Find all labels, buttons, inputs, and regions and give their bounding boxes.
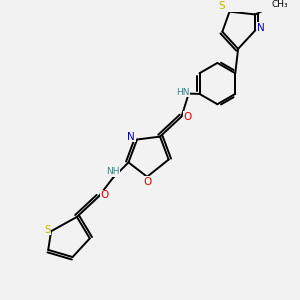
Text: O: O <box>144 177 152 187</box>
Text: O: O <box>100 190 109 200</box>
Text: N: N <box>128 132 135 142</box>
Text: HN: HN <box>176 88 189 97</box>
Text: O: O <box>184 112 192 122</box>
Text: S: S <box>218 2 225 11</box>
Text: NH: NH <box>106 167 119 176</box>
Text: N: N <box>257 23 265 33</box>
Text: CH₃: CH₃ <box>272 0 288 9</box>
Text: S: S <box>44 225 51 235</box>
